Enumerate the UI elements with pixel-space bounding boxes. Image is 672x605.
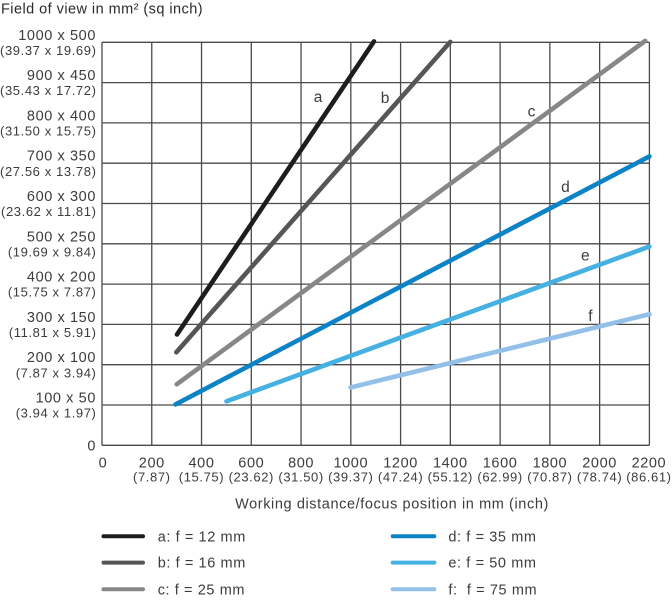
svg-text:d: f = 35 mm: d: f = 35 mm [448,529,536,545]
svg-text:Field of view in mm² (sq inch): Field of view in mm² (sq inch) [1,2,203,18]
svg-text:1400: 1400 [433,456,468,472]
svg-text:(19.69 x 9.84): (19.69 x 9.84) [8,244,97,259]
svg-text:e: e [581,248,590,265]
svg-text:800: 800 [288,456,314,472]
svg-text:1800: 1800 [533,456,568,472]
svg-text:2000: 2000 [582,456,617,472]
svg-text:(31.50 x 15.75): (31.50 x 15.75) [0,124,96,139]
svg-text:b: b [381,90,390,107]
svg-text:(23.62 x 11.81): (23.62 x 11.81) [1,204,96,219]
svg-text:f: f [588,308,593,325]
svg-text:Working distance/focus positio: Working distance/focus position in mm (i… [235,497,549,513]
svg-text:2200: 2200 [632,456,667,472]
svg-text:b: f = 16 mm: b: f = 16 mm [158,556,246,572]
svg-text:(23.62): (23.62) [229,470,274,485]
svg-text:600 x 300: 600 x 300 [27,189,96,205]
svg-text:300 x 150: 300 x 150 [27,310,96,326]
svg-text:1200: 1200 [383,456,418,472]
svg-text:1000: 1000 [333,456,368,472]
svg-text:0: 0 [87,438,96,454]
svg-text:a: f = 12 mm: a: f = 12 mm [158,529,246,545]
svg-text:200: 200 [139,456,165,472]
svg-text:(15.75): (15.75) [179,470,224,485]
svg-text:900 x 450: 900 x 450 [27,68,96,84]
svg-text:(27.56 x 13.78): (27.56 x 13.78) [0,164,96,179]
svg-text:(15.75 x 7.87): (15.75 x 7.87) [8,285,97,300]
svg-text:(7.87 x 3.94): (7.87 x 3.94) [16,365,97,380]
svg-text:1000 x 500: 1000 x 500 [18,28,96,44]
svg-text:400 x 200: 400 x 200 [27,270,96,286]
svg-text:(7.87): (7.87) [133,470,171,485]
svg-text:f: f = 75 mm: f: f = 75 mm [448,582,537,598]
svg-text:0: 0 [99,456,108,472]
svg-text:a: a [314,89,323,106]
svg-text:1600: 1600 [483,456,518,472]
svg-text:(47.24): (47.24) [378,470,423,485]
svg-text:600: 600 [238,456,264,472]
svg-text:(39.37 x 19.69): (39.37 x 19.69) [0,43,96,58]
svg-text:(35.43 x 17.72): (35.43 x 17.72) [0,83,96,98]
svg-text:(86.61): (86.61) [626,470,671,485]
svg-text:(78.74): (78.74) [577,470,622,485]
svg-text:(39.37): (39.37) [328,470,373,485]
svg-text:c: f = 25 mm: c: f = 25 mm [158,582,245,598]
svg-text:(55.12): (55.12) [428,470,473,485]
svg-text:800 x 400: 800 x 400 [27,108,96,124]
svg-text:200 x 100: 200 x 100 [27,350,96,366]
svg-text:(70.87): (70.87) [527,470,572,485]
svg-text:(62.99): (62.99) [477,470,522,485]
svg-text:(11.81 x 5.91): (11.81 x 5.91) [9,325,97,340]
svg-text:(3.94 x 1.97): (3.94 x 1.97) [16,406,97,421]
svg-text:c: c [528,103,536,120]
svg-text:(31.50): (31.50) [278,470,323,485]
svg-text:400: 400 [189,456,215,472]
svg-text:e: f = 50 mm: e: f = 50 mm [448,556,536,572]
svg-text:500 x 250: 500 x 250 [27,229,96,245]
svg-text:700 x 350: 700 x 350 [27,149,96,165]
svg-text:100 x 50: 100 x 50 [36,391,96,407]
svg-text:d: d [561,179,570,196]
